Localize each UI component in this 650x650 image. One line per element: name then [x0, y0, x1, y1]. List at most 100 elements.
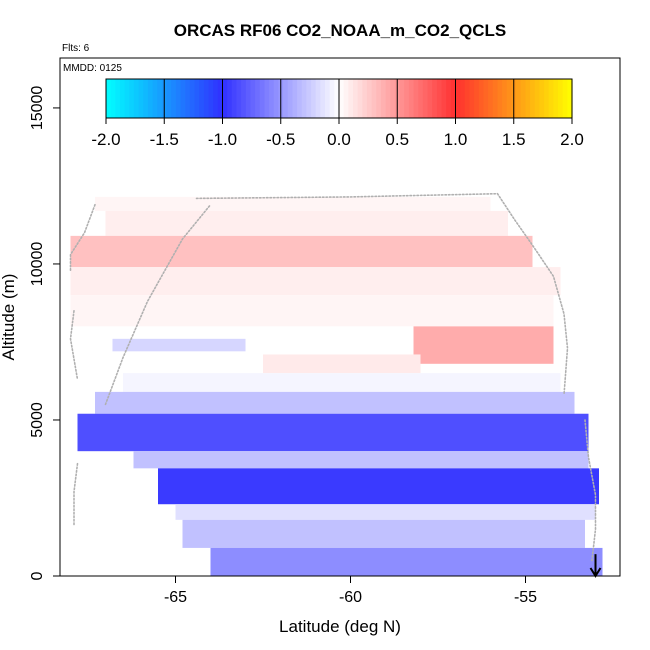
heatmap-band — [263, 354, 421, 374]
colorbar-cell — [119, 79, 126, 118]
flight-track — [69, 203, 96, 272]
colorbar-cell — [255, 79, 261, 118]
colorbar-cell — [171, 79, 177, 118]
x-tick-label: -60 — [339, 589, 362, 606]
y-tick-label: 10000 — [29, 242, 46, 287]
colorbar-tick-label: -2.0 — [91, 130, 120, 149]
colorbar-cell — [385, 79, 391, 118]
heatmap-band — [413, 326, 554, 364]
colorbar-cell — [520, 79, 526, 118]
x-axis-label: Latitude (deg N) — [279, 617, 401, 636]
colorbar-ticks: -2.0 -1.5 -1.0 -0.5 0.0 0.5 1.0 1.5 2.0 — [91, 79, 584, 149]
heatmap-band — [112, 338, 246, 352]
colorbar-cell — [488, 79, 494, 118]
colorbar-cell — [404, 79, 410, 118]
colorbar-cell — [115, 79, 121, 118]
colorbar-cell — [175, 79, 182, 118]
flight-track — [104, 203, 212, 406]
x-tick-label: -55 — [514, 589, 537, 606]
colorbar-cell — [469, 79, 475, 118]
heatmap-band — [70, 267, 561, 296]
colorbar-cell — [427, 79, 433, 118]
flight-track — [69, 309, 79, 381]
heatmap-band — [123, 373, 561, 392]
colorbar-cell — [432, 79, 438, 118]
colorbar-cell — [339, 79, 345, 118]
heatmap-band — [70, 235, 533, 268]
colorbar-cell — [236, 79, 242, 118]
colorbar-cell — [292, 79, 298, 118]
colorbar-cell — [436, 79, 443, 118]
heatmap-band — [95, 196, 491, 211]
heatmap-band — [158, 468, 599, 505]
colorbar: -2.0 -1.5 -1.0 -0.5 0.0 0.5 1.0 1.5 2.0 — [91, 78, 584, 149]
colorbar-cell — [376, 79, 382, 118]
heatmap-band — [77, 413, 589, 452]
colorbar-cell — [334, 79, 340, 118]
colorbar-cell — [474, 79, 480, 118]
colorbar-cell — [227, 79, 233, 118]
colorbar-cell — [213, 79, 219, 118]
colorbar-cell — [147, 79, 154, 118]
colorbar-cell — [199, 79, 205, 118]
colorbar-cell — [380, 79, 387, 118]
colorbar-cell — [502, 79, 508, 118]
colorbar-cell — [320, 79, 326, 118]
colorbar-cell — [152, 79, 158, 118]
colorbar-cell — [129, 79, 135, 118]
colorbar-cell — [455, 79, 461, 118]
colorbar-cell — [301, 79, 307, 118]
colorbar-tick-label: -1.0 — [208, 130, 237, 149]
colorbar-tick-label: -0.5 — [266, 130, 295, 149]
colorbar-tick-label: 0.5 — [385, 130, 409, 149]
colorbar-cell — [371, 79, 377, 118]
colorbar-tick-label: 1.5 — [502, 130, 526, 149]
colorbar-cell — [325, 79, 331, 118]
colorbar-cell — [241, 79, 247, 118]
colorbar-cell — [124, 79, 130, 118]
y-tick-label: 0 — [29, 571, 46, 580]
flights-note: Flts: 6 — [62, 43, 90, 54]
colorbar-cell — [539, 79, 545, 118]
colorbar-cell — [143, 79, 149, 118]
colorbar-cell — [413, 79, 419, 118]
colorbar-cell — [446, 79, 452, 118]
heatmap-band — [175, 504, 596, 520]
colorbar-cell — [306, 79, 312, 118]
colorbar-cell — [366, 79, 373, 118]
heatmap-band — [133, 451, 589, 469]
chart-title: ORCAS RF06 CO2_NOAA_m_CO2_QCLS — [174, 21, 507, 40]
plot-frame — [59, 57, 621, 577]
heatmap-band — [105, 210, 508, 236]
colorbar-cell — [525, 79, 531, 118]
heatmap-band — [70, 295, 554, 327]
y-tick-label: 15000 — [29, 86, 46, 131]
colorbar-cell — [329, 79, 335, 118]
flight-track — [584, 419, 597, 562]
colorbar-cell — [138, 79, 144, 118]
heatmap-band — [95, 391, 575, 414]
colorbar-cell — [357, 79, 363, 118]
colorbar-cell — [348, 79, 354, 118]
colorbar-cell — [441, 79, 447, 118]
colorbar-cell — [497, 79, 503, 118]
colorbar-cell — [553, 79, 559, 118]
colorbar-cell — [259, 79, 266, 118]
colorbar-cell — [157, 79, 163, 118]
colorbar-cell — [180, 79, 186, 118]
colorbar-cell — [185, 79, 191, 118]
colorbar-cell — [558, 79, 564, 118]
colorbar-cell — [231, 79, 238, 118]
colorbar-cell — [194, 79, 200, 118]
colorbar-cell — [208, 79, 214, 118]
colorbar-cell — [422, 79, 429, 118]
colorbar-cell — [110, 79, 116, 118]
colorbar-tick-label: 2.0 — [560, 130, 584, 149]
flight-tracks — [69, 192, 597, 562]
colorbar-cell — [222, 79, 228, 118]
colorbar-cell — [269, 79, 275, 118]
colorbar-cell — [133, 79, 140, 118]
colorbar-cell — [273, 79, 280, 118]
colorbar-cell — [264, 79, 270, 118]
colorbar-cell — [315, 79, 321, 118]
